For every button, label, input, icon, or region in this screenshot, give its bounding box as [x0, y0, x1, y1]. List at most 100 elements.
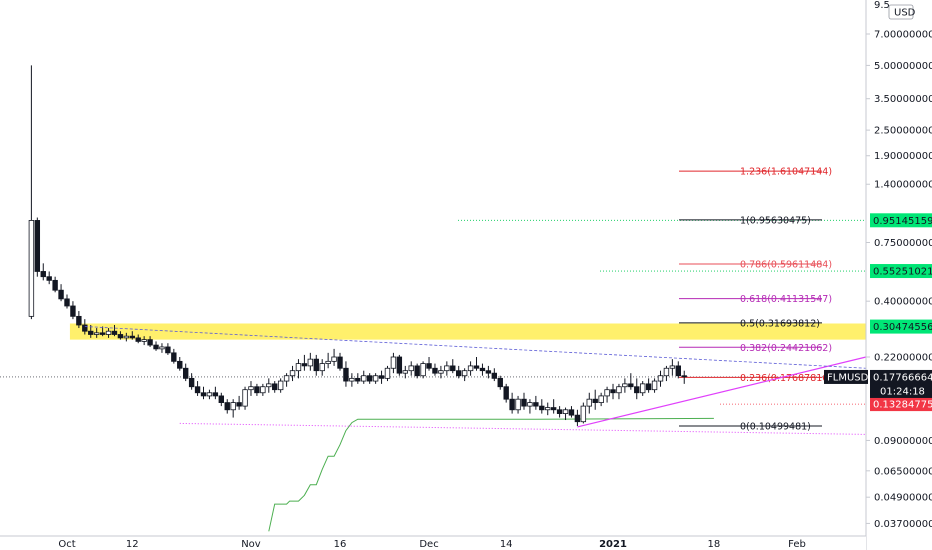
candle[interactable]: [485, 370, 492, 374]
candle[interactable]: [129, 335, 135, 339]
candle[interactable]: [58, 289, 64, 300]
candle[interactable]: [289, 370, 296, 377]
candle[interactable]: [70, 305, 76, 317]
candle[interactable]: [450, 365, 456, 372]
candle[interactable]: [99, 332, 106, 335]
candle[interactable]: [272, 383, 278, 391]
candle[interactable]: [580, 405, 587, 423]
candle[interactable]: [432, 367, 438, 374]
candle[interactable]: [622, 383, 628, 388]
candle[interactable]: [171, 352, 177, 362]
candle[interactable]: [28, 220, 35, 317]
descending-resistance-line[interactable]: [84, 326, 867, 369]
candle[interactable]: [556, 409, 563, 414]
candle[interactable]: [372, 375, 379, 382]
candle[interactable]: [313, 358, 319, 372]
candle[interactable]: [76, 315, 82, 326]
candle[interactable]: [497, 377, 503, 388]
candle[interactable]: [117, 334, 124, 339]
candle[interactable]: [657, 375, 664, 382]
candle[interactable]: [639, 383, 646, 394]
rising-support-line[interactable]: [577, 356, 867, 428]
candle[interactable]: [254, 386, 260, 394]
candle[interactable]: [212, 392, 219, 397]
candle[interactable]: [260, 386, 266, 394]
candle[interactable]: [414, 365, 420, 377]
candle[interactable]: [218, 395, 225, 403]
candle[interactable]: [675, 365, 682, 377]
candle[interactable]: [46, 276, 52, 281]
candle[interactable]: [645, 383, 652, 391]
candle[interactable]: [135, 337, 141, 342]
candle[interactable]: [366, 375, 373, 382]
candle[interactable]: [105, 330, 112, 335]
candle[interactable]: [277, 380, 284, 391]
candle[interactable]: [337, 356, 343, 369]
candle[interactable]: [390, 356, 397, 369]
candle[interactable]: [355, 377, 361, 382]
candle[interactable]: [503, 386, 509, 400]
candle[interactable]: [426, 363, 432, 369]
candle[interactable]: [586, 398, 592, 407]
candle[interactable]: [165, 346, 171, 354]
candle[interactable]: [473, 365, 480, 369]
candle[interactable]: [88, 330, 94, 335]
candle[interactable]: [349, 377, 355, 382]
currency-button[interactable]: USD: [888, 4, 916, 20]
candle[interactable]: [598, 395, 604, 403]
candle[interactable]: [539, 405, 545, 411]
candle[interactable]: [159, 346, 165, 350]
candle[interactable]: [628, 383, 634, 388]
candle[interactable]: [64, 298, 70, 307]
candle[interactable]: [467, 365, 474, 372]
candle[interactable]: [378, 375, 385, 379]
candle[interactable]: [491, 372, 498, 379]
candle[interactable]: [521, 398, 527, 407]
candle[interactable]: [634, 386, 640, 394]
candle[interactable]: [319, 363, 325, 372]
candle[interactable]: [111, 330, 118, 335]
candle[interactable]: [123, 335, 130, 339]
candle[interactable]: [52, 279, 58, 291]
candle[interactable]: [592, 398, 598, 403]
candle[interactable]: [479, 367, 486, 372]
candle[interactable]: [93, 332, 100, 335]
candle[interactable]: [384, 367, 391, 379]
candle[interactable]: [420, 363, 426, 377]
candle[interactable]: [206, 392, 213, 397]
candle[interactable]: [182, 367, 189, 379]
candle[interactable]: [248, 386, 254, 391]
candle[interactable]: [343, 367, 349, 382]
candle[interactable]: [550, 407, 557, 411]
candle[interactable]: [562, 409, 569, 414]
candles-layer[interactable]: [28, 65, 687, 427]
candle[interactable]: [533, 402, 539, 407]
lower-trendline[interactable]: [179, 422, 867, 435]
candle[interactable]: [509, 398, 515, 411]
candle[interactable]: [236, 402, 242, 407]
candle[interactable]: [295, 363, 302, 372]
trendlines-layer[interactable]: [84, 326, 867, 435]
candle[interactable]: [242, 389, 248, 407]
candle[interactable]: [188, 377, 195, 388]
candle[interactable]: [177, 360, 183, 369]
candle[interactable]: [663, 367, 670, 377]
candle[interactable]: [545, 407, 551, 411]
candle[interactable]: [456, 370, 462, 377]
candle[interactable]: [301, 363, 308, 367]
candle[interactable]: [230, 402, 236, 411]
candle[interactable]: [402, 370, 408, 374]
candle[interactable]: [616, 386, 622, 394]
candle[interactable]: [153, 344, 159, 350]
candle[interactable]: [147, 339, 153, 346]
candle[interactable]: [307, 358, 314, 367]
candle[interactable]: [461, 370, 468, 377]
candle[interactable]: [283, 375, 290, 382]
candle[interactable]: [266, 383, 272, 388]
candle[interactable]: [396, 356, 403, 374]
candle[interactable]: [604, 389, 610, 397]
candle[interactable]: [651, 380, 658, 391]
candle[interactable]: [141, 339, 147, 342]
candle[interactable]: [568, 409, 575, 416]
